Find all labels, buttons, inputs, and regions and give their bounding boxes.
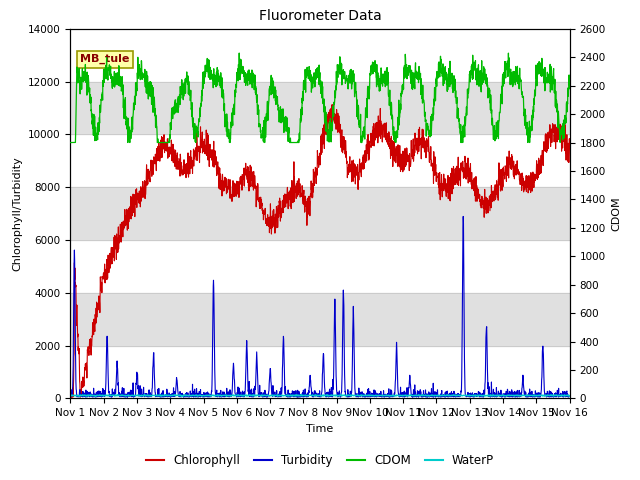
X-axis label: Time: Time [307, 424, 333, 433]
Bar [70, 82, 570, 134]
Text: MB_tule: MB_tule [81, 54, 130, 64]
Bar [70, 187, 570, 240]
Bar [70, 293, 570, 346]
Legend: Chlorophyll, Turbidity, CDOM, WaterP: Chlorophyll, Turbidity, CDOM, WaterP [141, 449, 499, 472]
Y-axis label: Chlorophyll/Turbidity: Chlorophyll/Turbidity [12, 156, 22, 271]
Y-axis label: CDOM: CDOM [611, 196, 621, 231]
Title: Fluorometer Data: Fluorometer Data [259, 10, 381, 24]
